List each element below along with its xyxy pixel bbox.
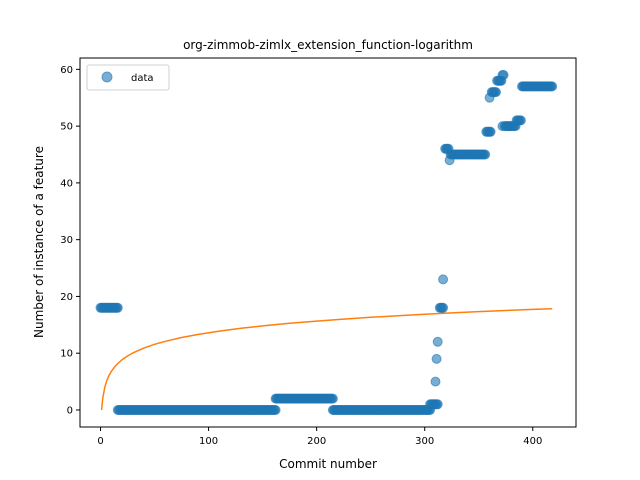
data-point [327, 393, 338, 404]
x-tick-label: 200 [307, 436, 326, 447]
legend: data [86, 64, 170, 91]
y-tick-label: 30 [60, 235, 73, 246]
y-tick-label: 10 [60, 349, 73, 360]
fit-line [100, 307, 553, 411]
data-point [485, 126, 496, 137]
fit-layer [100, 307, 553, 411]
data-points [95, 70, 558, 415]
x-axis-label: Commit number [279, 457, 377, 471]
y-axis-label: Number of instance of a feature [32, 146, 46, 338]
y-tick-label: 60 [60, 65, 73, 76]
x-tick-label: 0 [97, 436, 103, 447]
data-point [498, 70, 509, 80]
y-axis: 0 10 20 30 40 50 60 [60, 65, 80, 416]
data-point [430, 376, 441, 387]
plot-area [80, 58, 576, 427]
x-tick-label: 300 [415, 436, 434, 447]
chart-title: org-zimmob-zimlx_extension_function-loga… [183, 38, 473, 52]
data-point [270, 405, 281, 415]
x-tick-label: 100 [199, 436, 218, 447]
data-point [438, 302, 449, 313]
x-axis: 0 100 200 300 400 [97, 427, 542, 447]
data-point [112, 302, 123, 313]
x-tick-label: 400 [523, 436, 542, 447]
data-point [547, 81, 558, 92]
y-tick-label: 20 [60, 292, 73, 303]
data-point [484, 92, 495, 103]
data-point [515, 115, 526, 126]
data-point [480, 149, 491, 160]
data-point [432, 336, 443, 347]
data-point [431, 353, 442, 364]
legend-box [86, 64, 170, 91]
data-point [497, 121, 508, 132]
data-point [444, 155, 455, 166]
legend-label-data: data [131, 73, 154, 84]
data-point [432, 399, 443, 410]
y-tick-label: 0 [67, 405, 73, 416]
legend-marker-data [101, 71, 113, 83]
data-point [438, 274, 449, 285]
y-tick-label: 50 [60, 122, 73, 133]
y-tick-label: 40 [60, 178, 73, 189]
plot-frame [79, 57, 577, 428]
data-point [491, 87, 501, 98]
